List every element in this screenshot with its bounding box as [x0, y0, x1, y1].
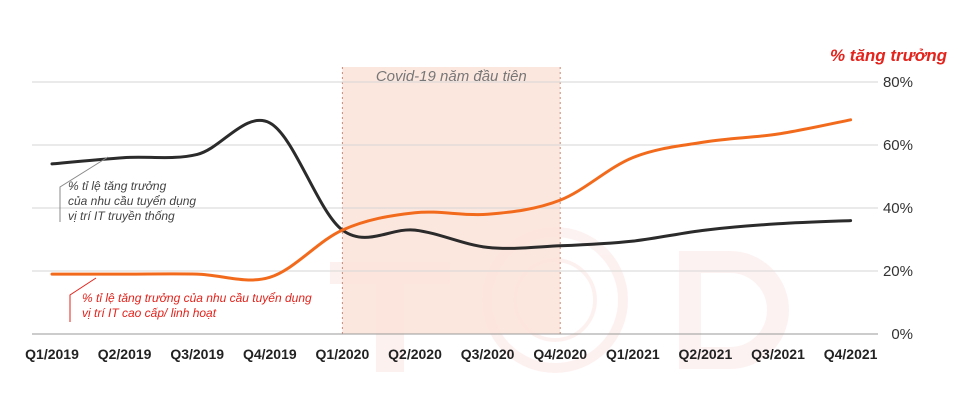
x-tick-label: Q2/2019: [98, 346, 152, 362]
covid-highlight-band: [342, 67, 561, 334]
data-point-senior_flexible: [196, 272, 199, 276]
data-point-senior_flexible: [776, 132, 780, 136]
x-tick-label: Q2/2021: [679, 346, 733, 362]
annotation-senior-leader: [69, 277, 97, 322]
y-tick-label: 60%: [883, 137, 913, 154]
x-tick-label: Q1/2019: [25, 346, 79, 362]
x-tick-label: Q3/2021: [751, 346, 805, 362]
x-tick-label: Q1/2021: [606, 346, 660, 362]
x-tick-label: Q3/2019: [170, 346, 224, 362]
data-point-traditional: [486, 246, 489, 249]
data-point-senior_flexible: [123, 272, 126, 276]
annotation-traditional-line: của nhu cầu tuyển dụng: [68, 194, 196, 208]
annotation-senior-line: % tỉ lệ tăng trưởng của nhu cầu tuyển dụ…: [82, 291, 312, 305]
data-point-senior_flexible: [50, 272, 54, 276]
data-point-traditional: [413, 228, 417, 232]
data-point-senior_flexible: [631, 156, 634, 159]
data-point-senior_flexible: [341, 228, 344, 232]
data-point-senior_flexible: [559, 198, 562, 202]
band-label: Covid-19 năm đầu tiên: [376, 68, 527, 85]
data-point-traditional: [50, 162, 54, 166]
data-point-traditional: [559, 244, 562, 247]
x-tick-label: Q3/2020: [461, 346, 515, 362]
data-point-traditional: [631, 239, 634, 243]
data-point-traditional: [849, 219, 852, 222]
series-line-senior_flexible: [50, 118, 853, 282]
data-point-senior_flexible: [413, 211, 417, 214]
annotation-traditional-line: vị trí IT truyền thống: [68, 209, 175, 223]
data-point-traditional: [776, 222, 780, 225]
data-point-senior_flexible: [704, 140, 707, 144]
y-tick-label: 40%: [883, 200, 913, 217]
data-point-senior_flexible: [268, 276, 271, 279]
x-tick-label: Q2/2020: [388, 346, 442, 362]
data-point-senior_flexible: [849, 118, 852, 122]
data-point-senior_flexible: [486, 213, 489, 216]
x-tick-label: Q1/2020: [316, 346, 370, 362]
data-point-traditional: [196, 153, 199, 156]
x-tick-label: Q4/2020: [533, 346, 587, 362]
x-tick-label: Q4/2021: [824, 346, 878, 362]
data-point-traditional: [704, 228, 707, 232]
y-tick-label: 20%: [883, 263, 913, 280]
annotation-senior-line: vị trí IT cao cấp/ linh hoạt: [82, 306, 217, 320]
annotation-traditional-line: % tỉ lệ tăng trưởng: [68, 179, 167, 193]
y-tick-label: 0%: [891, 326, 913, 343]
data-point-traditional: [268, 121, 271, 125]
x-tick-label: Q4/2019: [243, 346, 297, 362]
annotation-traditional-leader: [59, 156, 109, 222]
y-axis-unit-label: % tăng trưởng: [830, 46, 948, 65]
y-tick-label: 80%: [883, 74, 913, 91]
data-point-traditional: [123, 156, 126, 159]
